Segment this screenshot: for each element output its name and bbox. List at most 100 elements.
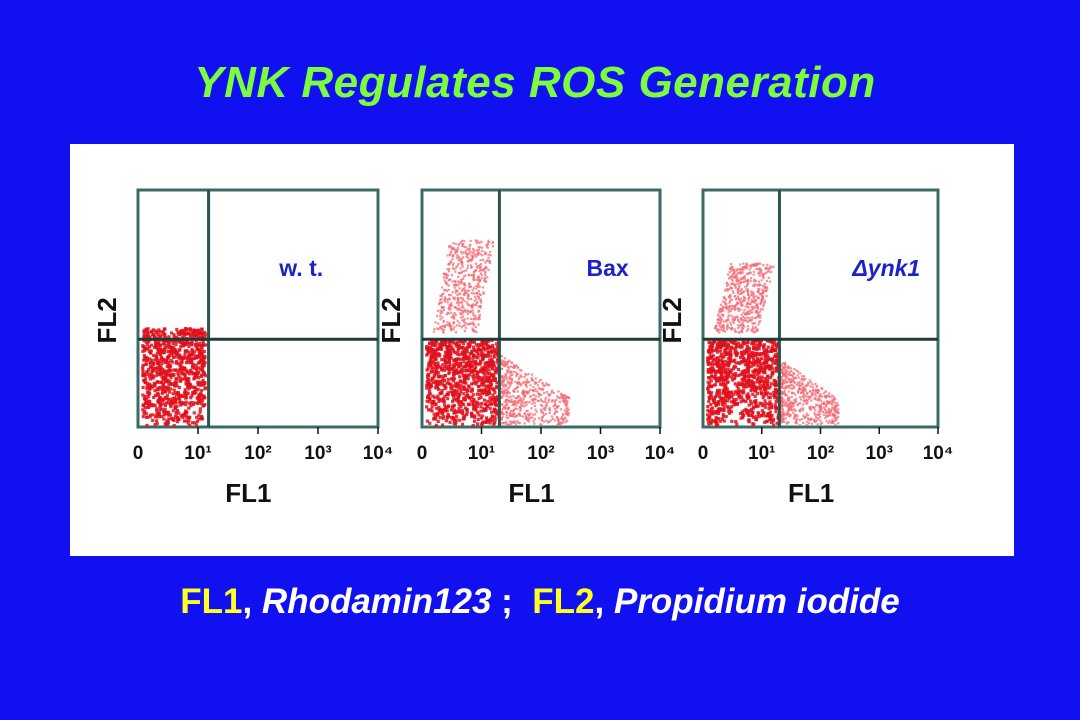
event-dot	[751, 351, 755, 355]
event-dot	[448, 308, 451, 311]
event-dot	[430, 402, 434, 406]
event-dot	[706, 404, 710, 409]
event-dot	[167, 353, 171, 357]
event-dot	[488, 358, 492, 362]
event-dot	[162, 327, 166, 331]
event-dot	[831, 403, 834, 406]
event-dot	[475, 298, 478, 301]
event-dot	[464, 326, 467, 330]
event-dot	[490, 357, 494, 362]
event-dot	[759, 272, 762, 275]
event-dot	[813, 397, 816, 400]
event-dot	[436, 327, 439, 330]
event-dot	[482, 367, 486, 371]
event-dot	[808, 418, 811, 421]
event-dot	[757, 347, 761, 351]
event-dot	[473, 407, 477, 411]
event-dot	[156, 347, 160, 351]
event-dot	[788, 366, 791, 369]
caption-fl1-dye: Rhodamin123	[261, 582, 492, 621]
event-dot	[436, 371, 440, 375]
event-dot	[731, 372, 735, 376]
event-dot	[787, 385, 791, 388]
event-dot	[463, 287, 466, 290]
event-dot	[830, 399, 833, 402]
event-dot	[441, 408, 445, 412]
event-dot	[761, 295, 764, 298]
event-dot	[475, 362, 479, 366]
event-dot	[771, 372, 775, 376]
event-dot	[746, 392, 750, 396]
event-dot	[525, 418, 529, 421]
event-dot	[477, 413, 481, 417]
event-dot	[754, 327, 757, 330]
event-dot	[720, 329, 723, 332]
event-dot	[772, 390, 776, 394]
event-dot	[716, 350, 720, 354]
event-dot	[743, 316, 746, 320]
event-dot	[530, 407, 533, 410]
event-dot	[745, 263, 748, 266]
event-dot	[473, 368, 477, 373]
event-dot	[471, 374, 475, 379]
event-dot	[440, 382, 445, 386]
event-dot	[513, 388, 516, 391]
event-dot	[465, 246, 468, 249]
event-dot	[709, 341, 713, 345]
event-dot	[712, 383, 716, 387]
event-dot	[463, 284, 466, 287]
event-dot	[708, 376, 712, 380]
event-dot	[753, 283, 757, 286]
event-dot	[758, 363, 763, 367]
event-dot	[454, 331, 457, 334]
event-dot	[450, 340, 454, 344]
event-dot	[733, 358, 737, 362]
event-dot	[492, 407, 496, 411]
event-dot	[741, 369, 745, 373]
event-dot	[450, 384, 454, 388]
event-dot	[466, 374, 470, 378]
event-dot	[480, 240, 483, 243]
event-dot	[742, 342, 746, 346]
event-dot	[463, 299, 466, 303]
event-dot	[524, 414, 527, 418]
event-dot	[723, 398, 727, 403]
event-dot	[754, 299, 757, 302]
event-dot	[757, 323, 760, 326]
event-dot	[467, 303, 470, 306]
event-dot	[458, 256, 461, 259]
event-dot	[545, 382, 548, 385]
event-dot	[757, 312, 760, 315]
event-dot	[780, 375, 783, 378]
event-dot	[551, 399, 554, 402]
event-dot	[488, 354, 492, 358]
event-dot	[756, 262, 759, 266]
event-dot	[469, 399, 473, 403]
event-dot	[544, 398, 547, 401]
event-dot	[523, 405, 526, 408]
event-dot	[722, 307, 725, 310]
event-dot	[833, 413, 836, 416]
event-dot	[483, 277, 486, 280]
event-dot	[471, 381, 475, 385]
event-dot	[706, 419, 711, 423]
event-dot	[477, 379, 481, 383]
event-dot	[749, 380, 753, 384]
event-dot	[740, 353, 744, 357]
event-dot	[739, 345, 743, 349]
event-dot	[783, 392, 786, 395]
event-dot	[446, 392, 450, 397]
event-dot	[536, 390, 539, 393]
event-dot	[469, 264, 472, 267]
event-dot	[794, 420, 797, 423]
event-dot	[446, 301, 449, 304]
event-dot	[479, 402, 483, 406]
event-dot	[462, 293, 465, 296]
event-dot	[458, 380, 462, 384]
event-dot	[145, 340, 149, 344]
event-dot	[449, 390, 453, 394]
event-dot	[196, 329, 200, 333]
event-dot	[752, 284, 755, 287]
event-dot	[728, 301, 731, 304]
event-dot	[441, 286, 444, 289]
